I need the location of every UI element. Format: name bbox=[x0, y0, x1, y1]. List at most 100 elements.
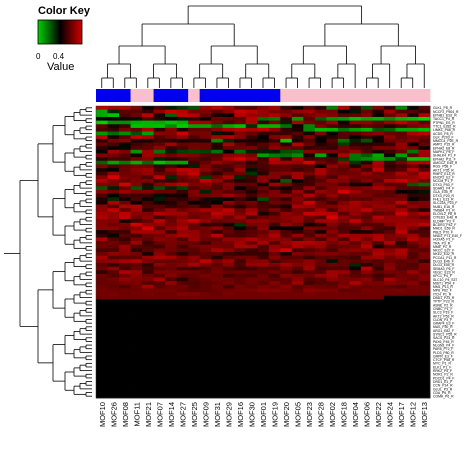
heatmap-cell bbox=[280, 346, 293, 351]
heatmap-cell bbox=[395, 241, 408, 246]
heatmap-cell bbox=[96, 292, 108, 297]
heatmap-cell bbox=[406, 252, 419, 257]
heatmap-cell bbox=[107, 168, 120, 173]
heatmap-cell bbox=[360, 179, 373, 184]
heatmap-cell bbox=[142, 171, 154, 176]
heatmap-cell bbox=[257, 146, 270, 151]
heatmap-cell bbox=[234, 270, 247, 275]
heatmap-cell bbox=[142, 328, 154, 333]
heatmap-cell bbox=[280, 277, 293, 282]
heatmap-cell bbox=[107, 354, 120, 359]
heatmap-cell bbox=[418, 346, 431, 351]
heatmap-cell bbox=[211, 197, 224, 202]
heatmap-cell bbox=[199, 193, 212, 198]
heatmap-cell bbox=[326, 179, 339, 184]
heatmap-cell bbox=[188, 131, 201, 136]
heatmap-cell bbox=[153, 325, 166, 330]
heatmap-cell bbox=[406, 237, 419, 242]
heatmap-cell bbox=[119, 164, 131, 169]
heatmap-cell bbox=[165, 332, 178, 337]
heatmap-cell bbox=[211, 248, 224, 253]
row-label: ELDMP_P3_F bbox=[433, 219, 455, 223]
heatmap-cell bbox=[360, 273, 373, 278]
heatmap-cell bbox=[418, 361, 431, 366]
heatmap-cell bbox=[418, 138, 431, 143]
heatmap-cell bbox=[372, 131, 385, 136]
heatmap-cell bbox=[314, 368, 327, 373]
heatmap-cell bbox=[257, 222, 270, 227]
heatmap-cell bbox=[326, 131, 339, 136]
heatmap-cell bbox=[349, 332, 362, 337]
heatmap-cell bbox=[119, 182, 131, 187]
heatmap-cell bbox=[119, 332, 131, 337]
heatmap-cell bbox=[360, 244, 373, 249]
heatmap-cell bbox=[176, 248, 189, 253]
heatmap-cell bbox=[176, 200, 189, 205]
heatmap-cell bbox=[130, 164, 143, 169]
heatmap-cell bbox=[268, 200, 281, 205]
heatmap-cell bbox=[176, 259, 189, 264]
heatmap-cell bbox=[383, 365, 396, 370]
heatmap-cell bbox=[291, 186, 304, 191]
heatmap-cell bbox=[130, 335, 143, 340]
heatmap-cell bbox=[280, 168, 293, 173]
heatmap-cell bbox=[303, 339, 316, 344]
column-group-swatch bbox=[314, 89, 327, 102]
heatmap-cell bbox=[372, 376, 385, 381]
heatmap-cell bbox=[326, 350, 339, 355]
heatmap-cell bbox=[360, 277, 373, 282]
heatmap-cell bbox=[360, 317, 373, 322]
row-label: GLK1_P8_R bbox=[433, 106, 453, 110]
heatmap-cell bbox=[188, 106, 201, 111]
heatmap-cell bbox=[337, 376, 350, 381]
heatmap-cell bbox=[268, 372, 281, 377]
heatmap-cell bbox=[142, 255, 154, 260]
heatmap-cell bbox=[326, 335, 339, 340]
heatmap-cell bbox=[383, 343, 396, 348]
heatmap-cell bbox=[153, 383, 166, 388]
heatmap-cell bbox=[326, 262, 339, 267]
heatmap-cell bbox=[107, 233, 120, 238]
heatmap-cell bbox=[165, 383, 178, 388]
heatmap-cell bbox=[383, 222, 396, 227]
heatmap-cell bbox=[96, 350, 108, 355]
heatmap-cell bbox=[314, 124, 327, 129]
heatmap-cell bbox=[280, 146, 293, 151]
heatmap-cell bbox=[222, 325, 235, 330]
heatmap-cell bbox=[234, 204, 247, 209]
heatmap-cell bbox=[222, 131, 235, 136]
heatmap-cell bbox=[176, 120, 189, 125]
heatmap-cell bbox=[326, 186, 339, 191]
heatmap-cell bbox=[280, 372, 293, 377]
heatmap-cell bbox=[372, 153, 385, 158]
heatmap-cell bbox=[96, 372, 108, 377]
row-label: SHALK4_P1_F bbox=[433, 154, 456, 158]
heatmap-cell bbox=[383, 175, 396, 180]
column-label: MOF19 bbox=[271, 402, 280, 427]
heatmap-cell bbox=[303, 222, 316, 227]
heatmap-cell bbox=[234, 164, 247, 169]
heatmap-cell bbox=[337, 357, 350, 362]
heatmap-cell bbox=[153, 160, 166, 165]
heatmap-cell bbox=[418, 179, 431, 184]
heatmap-cell bbox=[360, 120, 373, 125]
heatmap-cell bbox=[349, 171, 362, 176]
heatmap-cell bbox=[257, 197, 270, 202]
heatmap-cell bbox=[199, 157, 212, 162]
heatmap-cell bbox=[142, 124, 154, 129]
heatmap-cell bbox=[107, 138, 120, 143]
heatmap-cell bbox=[268, 252, 281, 257]
heatmap-cell bbox=[257, 131, 270, 136]
heatmap-cell bbox=[96, 376, 108, 381]
heatmap-cell bbox=[234, 343, 247, 348]
heatmap-cell bbox=[130, 365, 143, 370]
heatmap-cell bbox=[268, 182, 281, 187]
heatmap-cell bbox=[188, 153, 201, 158]
heatmap-cell bbox=[176, 160, 189, 165]
heatmap-cell bbox=[360, 343, 373, 348]
heatmap-cell bbox=[268, 197, 281, 202]
heatmap-cell bbox=[130, 124, 143, 129]
heatmap-cell bbox=[211, 262, 224, 267]
heatmap-cell bbox=[349, 149, 362, 154]
heatmap-cell bbox=[130, 266, 143, 271]
